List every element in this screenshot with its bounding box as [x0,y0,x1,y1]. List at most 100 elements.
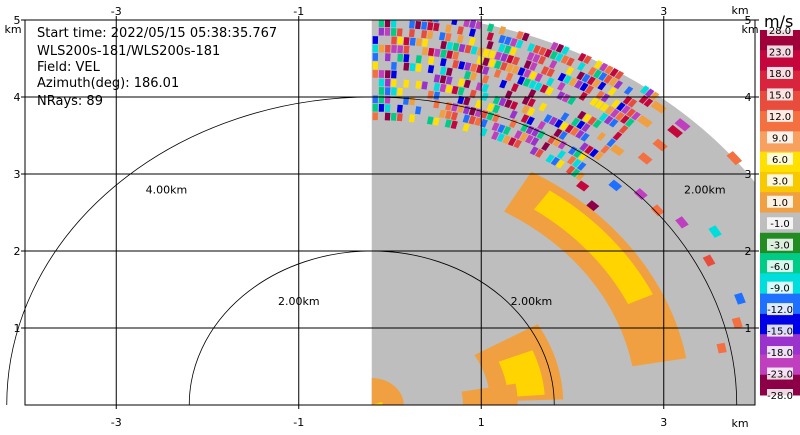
noise-cell [513,130,523,140]
y-unit-left: km [4,23,21,36]
noise-cell [378,20,385,28]
noise-cell [550,156,560,166]
colorbar-tick-label: -3.0 [770,241,790,252]
noise-cell [536,130,546,140]
range-ring [6,96,738,406]
nrays-text: NRays: 89 [37,94,103,109]
noise-cell [528,71,538,80]
noise-cell [550,98,560,107]
noise-cell [540,66,550,75]
noise-cell [587,116,597,126]
y-tick-label-right: 4 [745,91,752,104]
noise-cell [426,30,434,39]
noise-cell [433,82,441,92]
noise-cell [412,20,415,21]
noise-cell [445,24,452,33]
noise-cell [529,62,538,71]
noise-cell [415,21,422,30]
noise-cell [650,204,665,217]
noise-cell [548,59,558,69]
noise-cell [587,66,597,76]
noise-cell [408,114,416,123]
noise-cell [498,26,507,35]
noise-cell [507,137,517,147]
noise-cell [576,120,586,130]
noise-cell [579,82,589,92]
colorbar-label-bg [767,389,793,401]
y-unit-right: km [741,23,758,36]
noise-cell [426,116,434,125]
colorbar-tick-label: 18.0 [769,69,791,80]
noise-cell [606,138,617,148]
noise-cell [565,165,576,175]
noise-cell [384,44,391,53]
noise-cell [391,61,397,70]
noise-cell [482,57,490,67]
noise-cell [444,33,452,42]
noise-cell [438,32,446,41]
noise-cell [663,293,676,305]
noise-cell [439,75,447,84]
noise-cell [457,95,465,105]
noise-cell [384,112,391,121]
noise-cell [583,55,592,65]
colorbar-label-bg [767,217,793,230]
noise-cell [588,106,598,116]
noise-cell [726,151,743,166]
noise-cell [574,79,584,89]
noise-cell [731,317,743,329]
noise-cell [378,70,385,78]
noise-cell [564,124,574,134]
noise-cell [559,121,569,131]
noise-cell [384,70,391,79]
noise-cell [427,64,435,74]
noise-cell [475,20,483,30]
noise-cell [576,71,586,81]
noise-cell [523,69,532,78]
noise-cell [581,123,591,133]
noise-cell [553,128,563,138]
noise-cell [594,151,604,161]
noise-cell [609,144,625,157]
noise-cell [446,41,454,51]
noise-cell [408,29,415,38]
noise-cell [451,85,459,95]
noise-cell [415,80,422,89]
noise-cell [576,161,587,171]
noise-cell [604,65,614,75]
noise-cell [576,180,590,192]
x-tick-label-bottom: -3 [111,416,122,429]
noise-cell [603,151,618,164]
y-tick-label-left: 2 [14,245,21,258]
y-tick-label-left: 5 [14,14,21,27]
noise-cell [420,30,428,39]
x-unit-top: km [731,4,748,17]
noise-cell [534,148,544,158]
noise-cell [445,84,453,94]
noise-cell [480,118,488,128]
noise-cell [576,62,586,71]
noise-cell [538,102,548,112]
noise-cell [439,83,447,93]
noise-cell [546,68,555,78]
noise-cell [604,105,615,115]
noise-cell [446,50,454,59]
noise-cell [378,27,385,36]
colorbar-tick-label: 23.0 [769,47,791,58]
noise-cell [543,48,553,58]
noise-cell [596,132,607,141]
noise-cell [470,46,478,55]
noise-cell [451,20,458,26]
noise-cell [637,152,653,165]
noise-cell [464,44,472,54]
noise-cell [391,11,397,19]
noise-cell [584,145,594,155]
noise-cell [522,78,532,87]
noise-cell [723,295,736,308]
noise-cell [555,159,566,169]
noise-cell [415,55,422,64]
noise-cell [569,127,580,136]
noise-cell [384,104,391,113]
noise-cell [372,103,378,112]
colorbar-title: m/s [764,12,794,31]
